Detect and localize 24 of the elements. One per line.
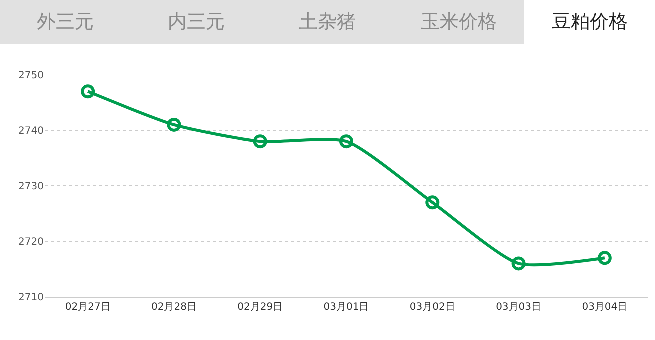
point xyxy=(598,251,612,266)
point xyxy=(81,84,96,99)
point xyxy=(512,256,526,271)
text: 玉米价格 xyxy=(421,11,497,33)
point xyxy=(426,196,440,210)
text: 内三元 xyxy=(168,11,225,33)
chart-title: 豆粕价格 xyxy=(552,11,628,33)
y-tick-label: 2750 xyxy=(18,70,44,82)
text: 外三元 xyxy=(37,11,94,33)
y-tick-label: 2730 xyxy=(18,182,44,192)
x-tick-label: 03月04日 xyxy=(582,302,628,313)
x-tick-label: 03月01日 xyxy=(324,302,370,313)
y-tick-label: 2710 xyxy=(18,292,44,304)
x-tick-label: 02月27日 xyxy=(65,302,111,313)
point xyxy=(340,134,354,149)
y-tick-label: 2720 xyxy=(18,237,44,248)
x-tick-label: 03月02日 xyxy=(410,302,456,313)
point xyxy=(167,118,182,132)
x-tick-label: 03月03日 xyxy=(496,302,542,313)
y-tick-label: 2740 xyxy=(18,126,44,137)
x-tick-label: 02月28日 xyxy=(151,302,197,313)
text: 土杂猪 xyxy=(299,11,356,33)
point xyxy=(253,134,268,149)
x-tick-label: 02月29日 xyxy=(238,302,284,313)
